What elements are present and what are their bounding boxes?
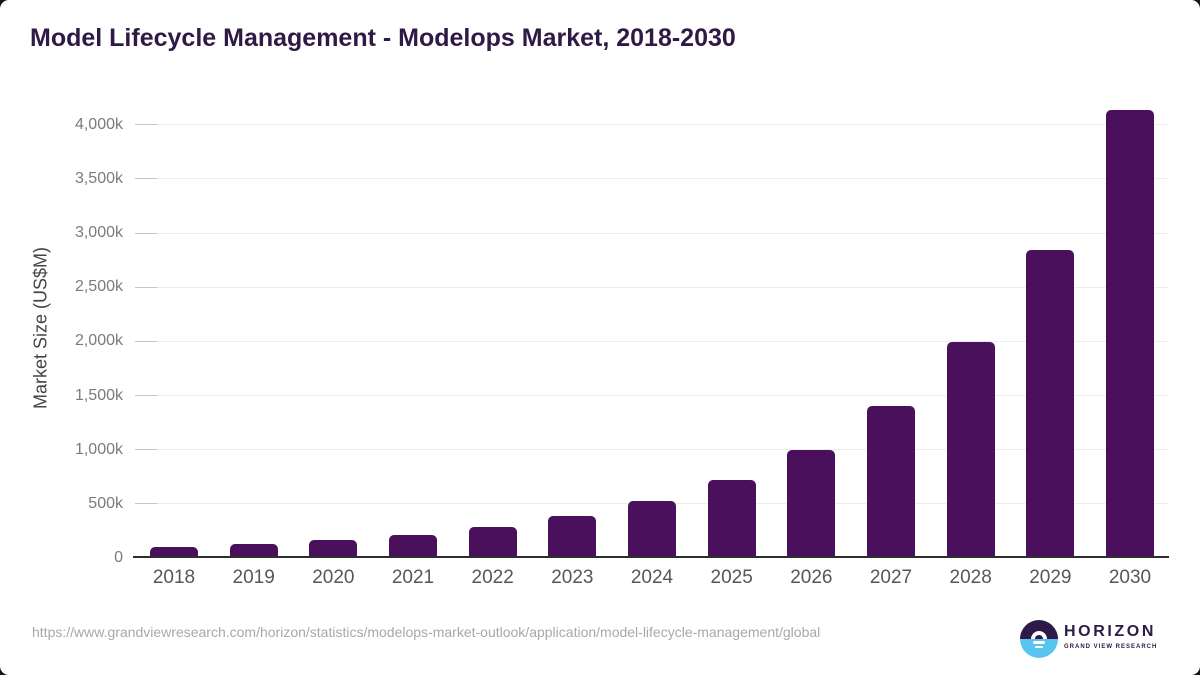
y-axis-title: Market Size (US$M) [30,246,51,410]
bar-2027[interactable] [867,406,915,558]
bar-2025[interactable] [707,480,756,558]
logo-text-block: HORIZON GRAND VIEW RESEARCH [1064,623,1158,651]
x-label-2025: 2025 [710,567,753,588]
bar-2021[interactable] [389,535,437,558]
y-label-3,000k: 3,000k [74,224,123,241]
bar-2020[interactable] [309,540,358,558]
y-label-500k: 500k [88,494,123,512]
y-label-1,500k: 1,500k [74,386,123,404]
water-reflection-line2-icon [1035,646,1043,648]
bar-2023[interactable] [548,515,597,558]
y-label-2,500k: 2,500k [74,278,123,296]
tick-4,000k [135,124,157,126]
plot-area [135,100,1169,558]
gridline-3,500k [135,178,1169,180]
bar-2029[interactable] [1026,249,1075,558]
gridline-4,000k [135,124,1169,126]
tick-1,500k [135,395,157,396]
tick-3,000k [135,232,157,234]
y-label-1,000k: 1,000k [74,440,123,458]
x-label-2018: 2018 [152,567,196,588]
bar-2030[interactable] [1106,110,1154,558]
x-label-2020: 2020 [312,567,355,588]
sunrise-arch-inner [1035,635,1043,639]
tick-2,500k [135,286,157,288]
bar-2022[interactable] [468,527,517,558]
tick-500k [135,503,157,505]
x-label-2027: 2027 [869,567,913,588]
x-axis-line [133,556,1169,558]
water-reflection-line-icon [1033,641,1045,644]
horizon-logo: HORIZON GRAND VIEW RESEARCH [1020,620,1180,660]
logo-name: HORIZON [1064,623,1156,640]
x-label-2024: 2024 [630,567,674,588]
bar-2019[interactable] [229,543,278,558]
y-label-0: 0 [114,549,123,566]
x-label-2019: 2019 [232,567,275,588]
bar-2026[interactable] [787,449,836,558]
bar-2024[interactable] [628,501,676,558]
gridline-2,500k [135,286,1169,288]
gridline-1,500k [135,395,1169,396]
tick-1,000k [135,449,157,451]
bar-2028[interactable] [946,342,995,558]
x-label-2023: 2023 [551,567,594,588]
y-label-4,000k: 4,000k [74,115,123,133]
bar-2018[interactable] [150,547,198,558]
x-label-2028: 2028 [949,567,992,588]
x-label-2029: 2029 [1029,567,1072,588]
logo-subtitle: GRAND VIEW RESEARCH [1064,644,1158,650]
chart-title: Model Lifecycle Management - Modelops Ma… [30,24,736,52]
y-label-3,500k: 3,500k [74,169,123,187]
tick-2,000k [135,340,157,342]
horizon-logo-icon [1020,620,1058,658]
x-label-2026: 2026 [790,567,833,588]
gridline-3,000k [135,232,1169,234]
x-label-2021: 2021 [391,567,435,588]
tick-3,500k [135,178,157,180]
source-url: https://www.grandviewresearch.com/horizo… [32,624,821,640]
y-label-2,000k: 2,000k [74,332,123,350]
x-label-2022: 2022 [471,567,514,588]
gridline-1,000k [135,449,1169,451]
x-label-2030: 2030 [1108,567,1152,588]
gridline-2,000k [135,340,1169,342]
